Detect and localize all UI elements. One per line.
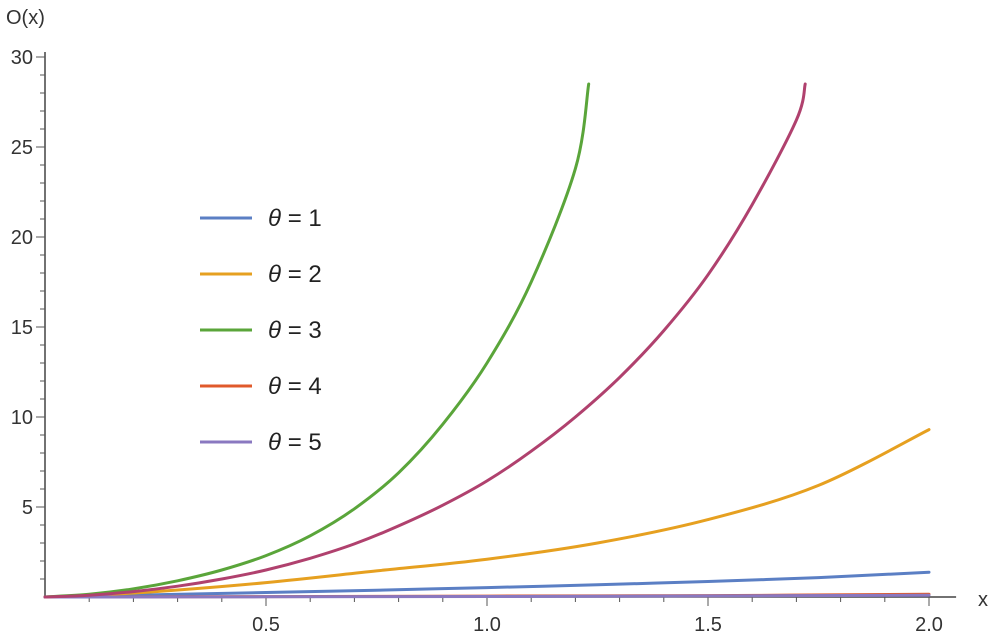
x-axis-label: x: [978, 589, 988, 611]
x-tick-label: 2.0: [915, 614, 943, 636]
x-tick-label: 1.0: [473, 614, 501, 636]
series-line-3: [43, 82, 591, 599]
series-line-6: [43, 82, 807, 599]
series-line-1: [43, 570, 931, 599]
series-line-2: [43, 428, 931, 599]
y-tick-label: 10: [11, 407, 33, 429]
y-tick-label: 15: [11, 317, 33, 339]
y-axis-label: O(x): [6, 7, 45, 29]
x-tick-label: 1.5: [694, 614, 722, 636]
y-tick-label: 30: [11, 47, 33, 69]
legend-label: θ = 3: [268, 317, 322, 344]
series-line-5: [43, 593, 931, 599]
legend-label: θ = 2: [268, 261, 322, 288]
x-tick-label: 0.5: [252, 614, 280, 636]
y-tick-label: 25: [11, 137, 33, 159]
y-tick-label: 20: [11, 227, 33, 249]
legend-label: θ = 4: [268, 373, 322, 400]
legend-label: θ = 1: [268, 205, 322, 232]
y-tick-label: 5: [22, 497, 33, 519]
legend-label: θ = 5: [268, 429, 322, 456]
